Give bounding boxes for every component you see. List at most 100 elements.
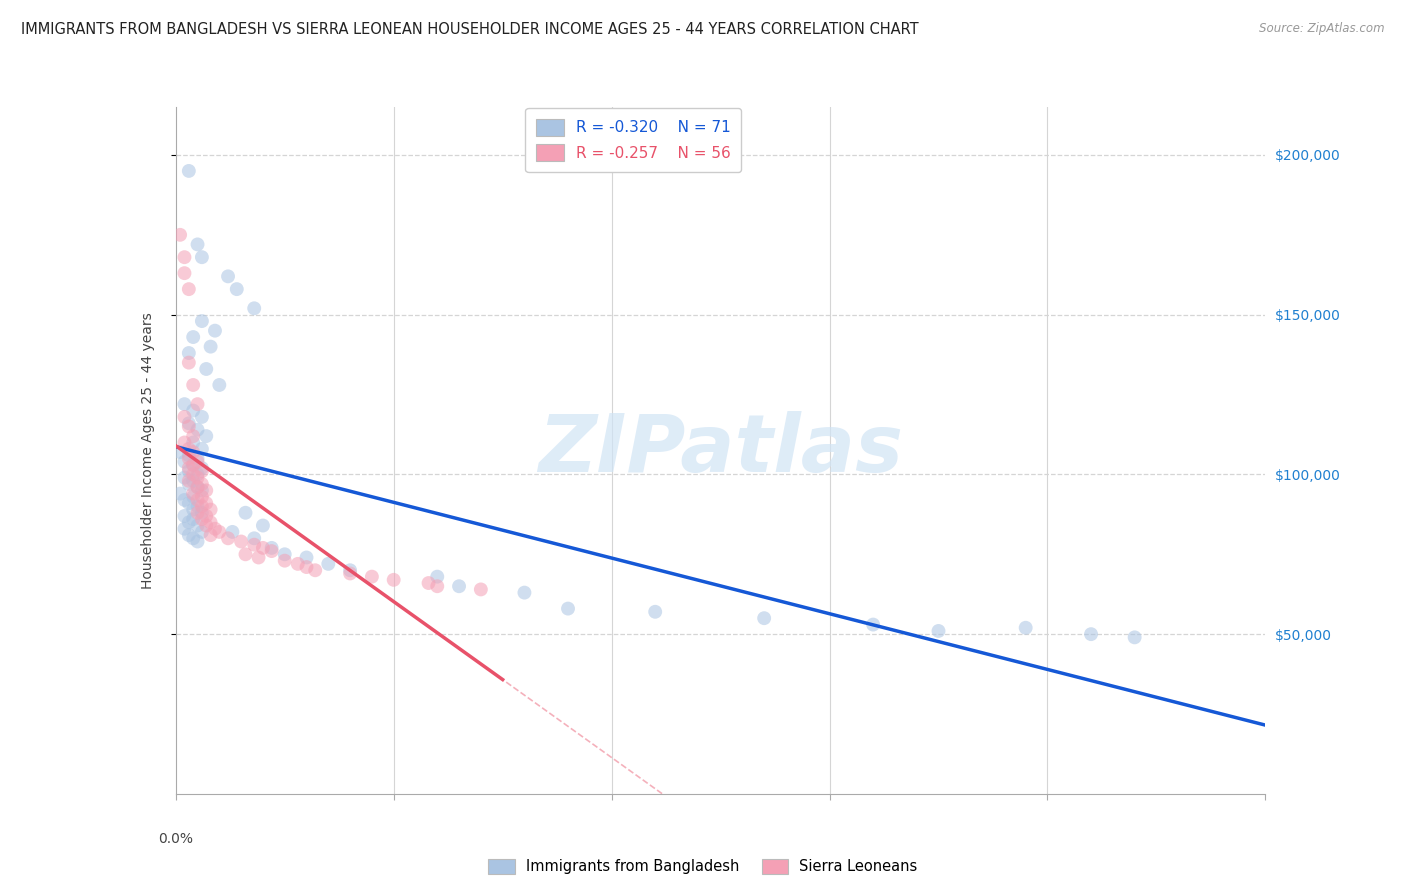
- Point: [181, 435, 204, 450]
- Text: IMMIGRANTS FROM BANGLADESH VS SIERRA LEONEAN HOUSEHOLDER INCOME AGES 25 - 44 YEA: IMMIGRANTS FROM BANGLADESH VS SIERRA LEO…: [21, 22, 918, 37]
- Point: [177, 356, 200, 370]
- Point: [191, 483, 214, 498]
- Point: [191, 477, 214, 491]
- Point: [204, 324, 226, 338]
- Point: [181, 429, 204, 443]
- Point: [191, 490, 214, 504]
- Point: [186, 455, 209, 469]
- Point: [447, 579, 470, 593]
- Point: [221, 524, 243, 539]
- Point: [177, 528, 200, 542]
- Point: [260, 544, 283, 558]
- Point: [191, 314, 214, 328]
- Point: [177, 417, 200, 431]
- Point: [186, 500, 209, 514]
- Point: [181, 378, 204, 392]
- Point: [208, 378, 231, 392]
- Point: [243, 531, 266, 545]
- Point: [181, 490, 204, 504]
- Point: [754, 611, 776, 625]
- Point: [181, 486, 204, 500]
- Point: [177, 461, 200, 475]
- Point: [191, 442, 214, 456]
- Point: [243, 538, 266, 552]
- Point: [426, 569, 449, 583]
- Point: [195, 483, 218, 498]
- Point: [177, 516, 200, 530]
- Point: [181, 330, 204, 344]
- Text: ZIPatlas: ZIPatlas: [538, 411, 903, 490]
- Point: [186, 451, 209, 466]
- Point: [173, 493, 195, 508]
- Point: [195, 508, 218, 523]
- Point: [191, 409, 214, 424]
- Point: [186, 237, 209, 252]
- Point: [191, 512, 214, 526]
- Point: [173, 455, 195, 469]
- Text: Source: ZipAtlas.com: Source: ZipAtlas.com: [1260, 22, 1385, 36]
- Point: [274, 547, 297, 561]
- Point: [260, 541, 283, 555]
- Point: [173, 409, 195, 424]
- Point: [177, 474, 200, 488]
- Point: [1015, 621, 1038, 635]
- Point: [191, 500, 214, 514]
- Point: [181, 474, 204, 488]
- Point: [304, 563, 326, 577]
- Point: [191, 461, 214, 475]
- Point: [173, 266, 195, 280]
- Point: [200, 528, 222, 542]
- Point: [181, 502, 204, 516]
- Point: [217, 269, 239, 284]
- Point: [173, 250, 195, 264]
- Point: [382, 573, 405, 587]
- Y-axis label: Householder Income Ages 25 - 44 years: Householder Income Ages 25 - 44 years: [141, 312, 155, 589]
- Point: [186, 467, 209, 482]
- Point: [177, 164, 200, 178]
- Point: [252, 541, 274, 555]
- Point: [200, 516, 222, 530]
- Point: [644, 605, 666, 619]
- Point: [181, 445, 204, 459]
- Point: [173, 397, 195, 411]
- Point: [231, 534, 253, 549]
- Legend: R = -0.320    N = 71, R = -0.257    N = 56: R = -0.320 N = 71, R = -0.257 N = 56: [526, 108, 741, 172]
- Point: [200, 340, 222, 354]
- Point: [186, 506, 209, 520]
- Point: [470, 582, 492, 597]
- Point: [295, 550, 318, 565]
- Point: [247, 550, 270, 565]
- Point: [173, 522, 195, 536]
- Point: [1080, 627, 1102, 641]
- Point: [169, 445, 191, 459]
- Point: [186, 534, 209, 549]
- Point: [181, 403, 204, 417]
- Point: [1123, 631, 1146, 645]
- Point: [191, 506, 214, 520]
- Point: [173, 508, 195, 523]
- Point: [177, 464, 200, 478]
- Text: 0.0%: 0.0%: [159, 831, 193, 846]
- Point: [195, 362, 218, 376]
- Point: [295, 560, 318, 574]
- Point: [173, 435, 195, 450]
- Point: [191, 524, 214, 539]
- Point: [177, 419, 200, 434]
- Point: [181, 512, 204, 526]
- Point: [204, 522, 226, 536]
- Point: [177, 282, 200, 296]
- Point: [173, 470, 195, 484]
- Point: [287, 557, 309, 571]
- Point: [169, 227, 191, 242]
- Point: [318, 557, 340, 571]
- Point: [426, 579, 449, 593]
- Point: [862, 617, 884, 632]
- Point: [195, 429, 218, 443]
- Point: [200, 502, 222, 516]
- Point: [186, 470, 209, 484]
- Point: [274, 554, 297, 568]
- Point: [177, 346, 200, 360]
- Point: [191, 464, 214, 478]
- Point: [195, 496, 218, 510]
- Point: [186, 518, 209, 533]
